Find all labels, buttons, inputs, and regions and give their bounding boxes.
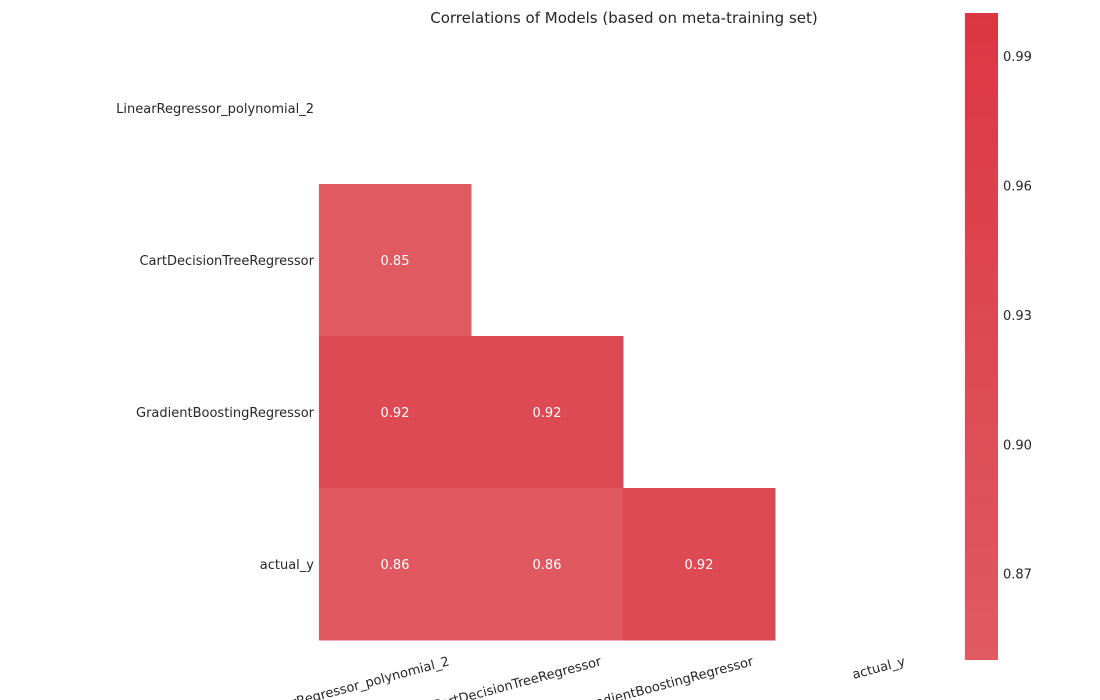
colorbar-tick-label: 0.90 <box>1003 438 1032 453</box>
cell-value-label: 0.86 <box>381 558 410 573</box>
colorbar-tick-label: 0.93 <box>1003 309 1032 324</box>
y-tick-labels: LinearRegressor_polynomial_2 CartDecision… <box>116 102 314 573</box>
y-tick-label: GradientBoostingRegressor <box>136 406 315 421</box>
y-tick-label: LinearRegressor_polynomial_2 <box>116 102 314 117</box>
cell-value-label: 0.92 <box>533 406 562 421</box>
y-tick-label: CartDecisionTreeRegressor <box>139 254 314 269</box>
heatmap-cell-2-0 <box>319 336 472 489</box>
colorbar-tick-label: 0.99 <box>1003 50 1032 65</box>
colorbar-tick-label: 0.87 <box>1003 568 1032 583</box>
chart-title: Correlations of Models (based on meta-tr… <box>430 9 817 27</box>
heatmap-cell-3-0 <box>319 488 472 641</box>
heatmap-cell-2-1 <box>471 336 624 489</box>
cell-value-label: 0.86 <box>533 558 562 573</box>
x-tick-label: CartDecisionTreeRegressor <box>431 654 604 700</box>
colorbar: 0.87 0.90 0.93 0.96 0.99 <box>965 13 1032 660</box>
x-tick-labels: LinearRegressor_polynomial_2CartDecision… <box>256 654 907 700</box>
cell-value-label: 0.92 <box>685 558 714 573</box>
cell-value-label: 0.85 <box>381 254 410 269</box>
colorbar-tick-label: 0.96 <box>1003 180 1032 195</box>
y-tick-label: actual_y <box>260 558 315 573</box>
cell-value-label: 0.92 <box>381 406 410 421</box>
heatmap-cells: 0.85 0.92 0.92 0.86 0.86 0.92 <box>319 184 776 641</box>
x-tick-label: LinearRegressor_polynomial_2 <box>256 654 451 700</box>
heatmap-cell-3-1 <box>471 488 624 641</box>
colorbar-gradient <box>965 13 998 660</box>
x-tick-label: actual_y <box>851 654 908 683</box>
heatmap-cell-1-0 <box>319 184 472 337</box>
heatmap-cell-3-2 <box>623 488 776 641</box>
x-tick-label: GradientBoostingRegressor <box>579 654 755 700</box>
